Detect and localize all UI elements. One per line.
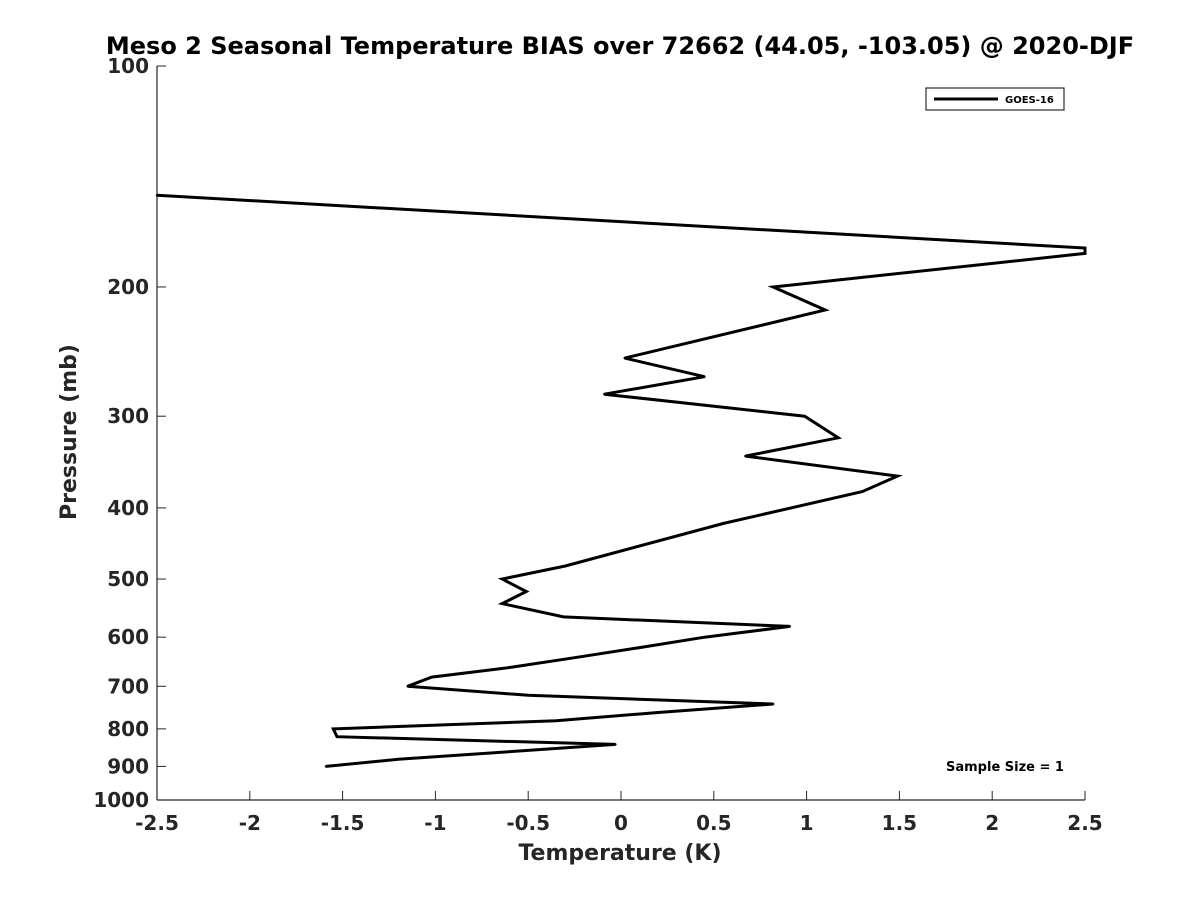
y-tick-label: 900	[107, 754, 149, 778]
legend-label-goes-16: GOES-16	[1005, 95, 1054, 106]
series-point	[501, 602, 503, 604]
x-tick-label: 1	[800, 811, 814, 835]
series-point	[638, 646, 640, 648]
legend: GOES-16	[926, 88, 1064, 110]
y-tick-label: 600	[107, 625, 149, 649]
x-tick-label: 2.5	[1067, 811, 1102, 835]
series-point	[744, 455, 746, 457]
series-point	[431, 676, 433, 678]
series-point	[603, 393, 605, 395]
x-tick-label: -1.5	[321, 811, 365, 835]
series-point	[156, 194, 158, 196]
chart: Meso 2 Seasonal Temperature BIAS over 72…	[0, 0, 1200, 900]
y-tick-label: 100	[107, 54, 149, 78]
y-tick-label: 300	[107, 404, 149, 428]
series-point	[772, 286, 774, 288]
x-tick-label: 0	[614, 811, 628, 835]
x-tick-label: -0.5	[506, 811, 550, 835]
y-axis-label: Pressure (mb)	[57, 344, 82, 520]
y-tick-label: 400	[107, 496, 149, 520]
series-point	[555, 720, 557, 722]
series-point	[1084, 252, 1086, 254]
x-axis-label: Temperature (K)	[518, 841, 721, 866]
plot-frame	[157, 66, 1085, 800]
series-point	[336, 736, 338, 738]
series-point	[397, 758, 399, 760]
y-tick-label: 200	[107, 275, 149, 299]
series-point	[703, 376, 705, 378]
series-point	[804, 415, 806, 417]
x-tick-label: 1.5	[882, 811, 917, 835]
series-point	[508, 666, 510, 668]
chart-title: Meso 2 Seasonal Temperature BIAS over 72…	[106, 32, 1134, 60]
y-tick-label: 500	[107, 567, 149, 591]
sample-size-annotation: Sample Size = 1	[946, 760, 1064, 775]
series-point	[861, 490, 863, 492]
x-tick-label: -2	[239, 811, 261, 835]
x-tick-label: -2.5	[135, 811, 179, 835]
y-axis-ticks: 100 200 300 400 500 600 700 800 900 1000	[93, 54, 166, 812]
series-point	[824, 309, 826, 311]
series-point	[562, 616, 564, 618]
y-tick-label: 800	[107, 717, 149, 741]
series-point	[406, 685, 408, 687]
x-tick-label: 0.5	[696, 811, 731, 835]
x-tick-label: 2	[985, 811, 999, 835]
series-point	[614, 743, 616, 745]
series-point	[525, 590, 527, 592]
series-line-goes-16	[157, 195, 1085, 766]
series-point	[789, 625, 791, 627]
series-point	[1084, 247, 1086, 249]
series-point	[657, 711, 659, 713]
series-point	[332, 728, 334, 730]
x-axis-ticks: -2.5 -2 -1.5 -1 -0.5 0 0.5 1 1.5 2 2.5	[135, 791, 1103, 835]
series-point	[722, 522, 724, 524]
series-layer	[156, 194, 1086, 768]
series-point	[703, 636, 705, 638]
series-point	[501, 578, 503, 580]
series-point	[837, 437, 839, 439]
x-tick-label: -1	[424, 811, 446, 835]
y-tick-label: 1000	[93, 788, 149, 812]
y-tick-label: 700	[107, 674, 149, 698]
series-point	[573, 657, 575, 659]
series-point	[325, 765, 327, 767]
series-point	[772, 703, 774, 705]
series-point	[896, 475, 898, 477]
series-point	[564, 565, 566, 567]
series-point	[527, 694, 529, 696]
series-point	[624, 357, 626, 359]
